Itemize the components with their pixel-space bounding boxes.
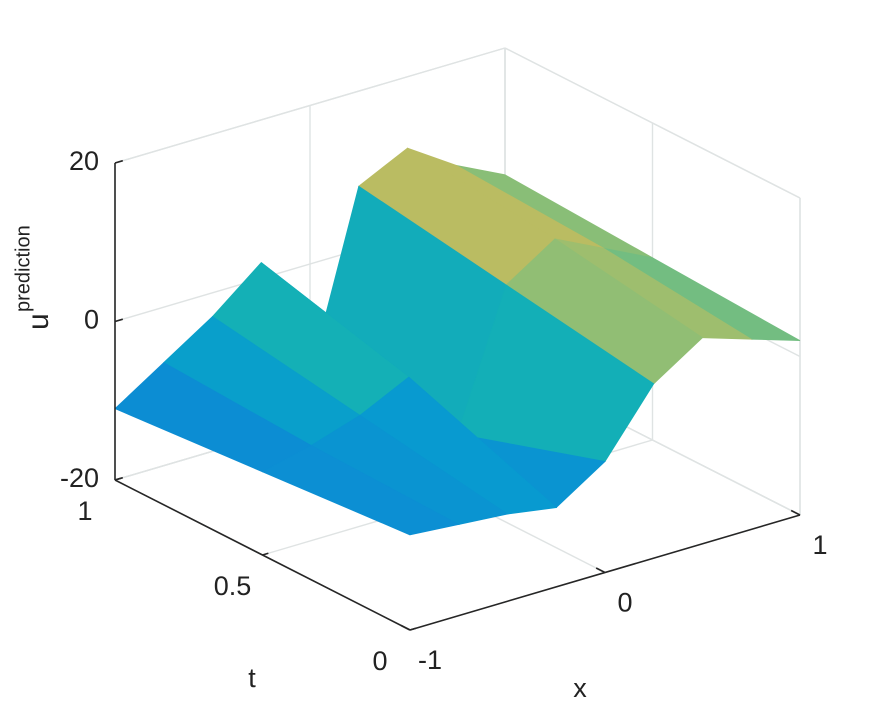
x-tick-label: -1 [418, 645, 442, 675]
z-tick [114, 159, 124, 164]
y-tick [409, 627, 417, 631]
grid-line [114, 47, 506, 164]
y-tick-label: 0.5 [214, 571, 252, 601]
x-tick-label: 0 [617, 588, 632, 618]
z-axis-label-superscript: prediction [12, 225, 34, 312]
y-tick [262, 552, 269, 556]
z-tick [114, 318, 124, 323]
grid-line [504, 47, 801, 199]
x-tick [595, 567, 606, 574]
z-tick-label: 0 [84, 305, 99, 335]
x-axis-label: x [573, 673, 587, 703]
z-tick-label: 20 [69, 146, 99, 176]
y-tick-label: 1 [77, 496, 92, 526]
z-axis-label-base: u [22, 313, 55, 330]
z-tick [114, 476, 124, 481]
x-tick [400, 624, 411, 631]
y-tick-label: 0 [372, 646, 387, 676]
x-tick-label: 1 [812, 530, 827, 560]
x-tick [790, 509, 801, 516]
surface-patch [261, 445, 460, 536]
z-axis-label: u prediction [12, 225, 55, 330]
surface [114, 147, 801, 536]
z-tick-label: -20 [60, 463, 99, 493]
y-axis-label: t [248, 663, 256, 693]
